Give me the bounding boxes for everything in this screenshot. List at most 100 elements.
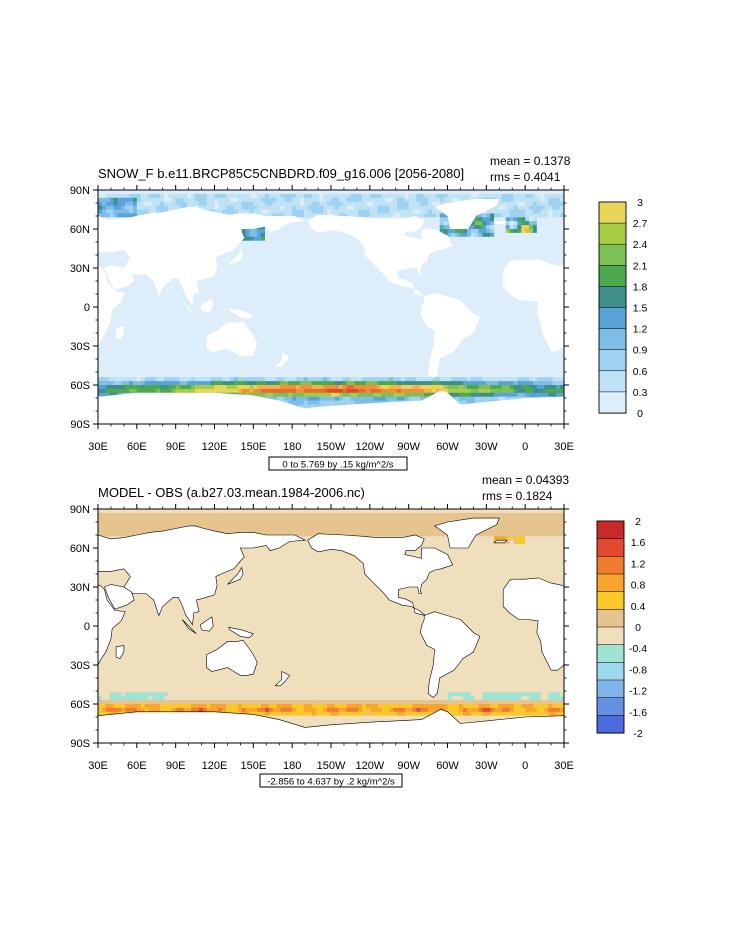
field-cell: [307, 229, 312, 234]
field-cell: [264, 326, 270, 331]
field-cell: [117, 213, 122, 218]
field-cell: [132, 349, 138, 355]
field-cell: [164, 326, 169, 331]
field-cell: [319, 310, 324, 316]
field-cell: [117, 193, 122, 199]
field-cell: [261, 314, 266, 320]
field-cell: [501, 260, 507, 265]
field-cell: [323, 349, 328, 355]
field-cell: [105, 213, 111, 218]
field-cell: [218, 283, 223, 288]
field-cell: [264, 197, 270, 203]
field-cell: [152, 295, 157, 300]
field-cell: [447, 225, 452, 230]
field-cell: [486, 225, 491, 230]
field-cell: [132, 197, 138, 203]
field-cell: [416, 232, 421, 238]
field-cell: [381, 295, 386, 300]
field-cell: [548, 260, 553, 265]
field-cell: [532, 229, 538, 234]
field-cell: [268, 295, 274, 300]
field-cell: [187, 349, 192, 355]
field-cell: [494, 295, 499, 300]
field-cell: [505, 295, 511, 300]
field-cell: [307, 232, 312, 238]
field-cell: [144, 299, 149, 304]
field-cell: [288, 236, 293, 242]
field-cell: [560, 221, 565, 226]
field-cell: [416, 338, 421, 343]
field-cell: [381, 322, 386, 327]
field-cell: [198, 318, 204, 323]
field-cell: [424, 283, 429, 288]
field-cell: [98, 346, 103, 351]
field-cell: [362, 271, 367, 277]
field-cell: [463, 346, 468, 351]
field-cell: [206, 190, 212, 195]
field-cell: [237, 287, 243, 292]
field-cell: [486, 209, 491, 214]
field-cell: [532, 240, 538, 245]
field-cell: [509, 240, 514, 245]
field-cell: [377, 205, 382, 210]
field-cell: [521, 252, 526, 257]
field-cell: [532, 193, 538, 199]
field-cell: [334, 213, 340, 218]
field-cell: [319, 326, 324, 331]
field-cell: [381, 314, 386, 320]
field-cell: [505, 330, 511, 335]
field-cell: [560, 217, 565, 222]
rms-label: rms = 0.4041: [490, 170, 561, 184]
field-cell: [152, 310, 157, 316]
field-cell: [311, 197, 316, 203]
field-cell: [362, 330, 367, 335]
field-cell: [342, 283, 347, 288]
field-cell: [331, 342, 336, 347]
field-cell: [323, 279, 328, 284]
field-cell: [299, 342, 305, 347]
field-cell: [463, 295, 468, 300]
field-cell: [540, 240, 545, 245]
field-cell: [362, 268, 367, 273]
field-cell: [350, 318, 355, 323]
field-cell: [385, 295, 390, 300]
field-cell: [556, 252, 561, 257]
field-cell: [494, 314, 499, 320]
field-cell: [253, 201, 258, 206]
field-cell: [257, 209, 262, 214]
field-cell: [183, 314, 188, 320]
field-cell: [292, 209, 297, 214]
field-cell: [362, 193, 367, 199]
field-cell: [556, 193, 561, 199]
field-cell: [125, 326, 130, 331]
field-cell: [101, 193, 107, 199]
field-cell: [245, 248, 250, 253]
field-cell: [389, 213, 394, 218]
field-cell: [233, 287, 239, 292]
field-cell: [338, 240, 344, 245]
field-cell: [470, 252, 476, 257]
field-cell: [296, 205, 301, 210]
field-cell: [327, 240, 332, 245]
field-cell: [338, 260, 344, 265]
field-cell: [365, 287, 371, 292]
field-cell: [560, 213, 565, 218]
field-cell: [210, 201, 215, 206]
field-cell: [296, 299, 301, 304]
field-cell: [175, 291, 180, 296]
field-cell: [299, 283, 305, 288]
field-cell: [346, 197, 351, 203]
field-cell: [447, 291, 452, 296]
field-cell: [206, 310, 212, 316]
field-cell: [253, 310, 258, 316]
field-cell: [362, 314, 367, 320]
field-cell: [521, 307, 526, 312]
field-cell: [299, 201, 305, 206]
field-cell: [404, 287, 410, 292]
field-cell: [439, 197, 445, 203]
field-cell: [404, 307, 410, 312]
field-cell: [365, 303, 371, 308]
field-cell: [490, 209, 495, 214]
field-cell: [505, 334, 511, 339]
field-cell: [241, 279, 246, 284]
